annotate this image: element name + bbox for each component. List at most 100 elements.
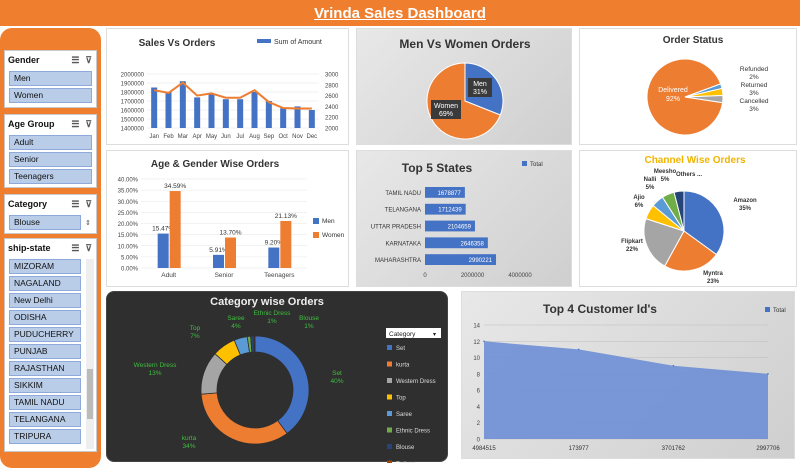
sales-bar bbox=[294, 106, 301, 128]
legend-swatch bbox=[257, 39, 271, 43]
legend-label: Western Dress bbox=[396, 379, 436, 385]
slicer-item-teenagers[interactable]: Teenagers bbox=[9, 169, 92, 184]
slicer-item-state[interactable]: SIKKIM bbox=[9, 378, 81, 393]
legend-label: Sum of Amount bbox=[274, 39, 322, 46]
slicer-item-state[interactable]: New Delhi bbox=[9, 293, 81, 308]
channel-panel: Channel Wise Orders Amazon 35% Myntra 23% Fli… bbox=[579, 150, 797, 287]
dashboard-title-bar: Vrinda Sales Dashboard bbox=[0, 0, 800, 26]
pie-slice bbox=[646, 58, 724, 136]
y-tick-label: MAHARASHTRA bbox=[375, 258, 421, 264]
y-tick-label: 5.00% bbox=[121, 255, 139, 261]
clear-filter-icon[interactable]: ⊽ bbox=[85, 54, 92, 65]
slice-value-label: 2% bbox=[749, 74, 759, 81]
slice-category-label: Nalli bbox=[644, 177, 657, 183]
slice-category-label: Cancelled bbox=[740, 98, 769, 105]
multi-select-icon[interactable]: ☰ bbox=[71, 198, 80, 209]
y-tick-label: 4 bbox=[477, 405, 481, 411]
legend-label: Bottom bbox=[396, 462, 415, 464]
legend-swatch bbox=[387, 444, 392, 449]
channel-chart: Channel Wise Orders Amazon 35% Myntra 23% Fli… bbox=[621, 155, 757, 285]
men-vs-women-panel: Men Vs Women Orders Men 31% Women 69% bbox=[356, 28, 572, 145]
multi-select-icon[interactable]: ☰ bbox=[71, 118, 80, 129]
ship-state-slicer: ship-state ☰ ⊽ MIZORAM NAGALAND New Delhi … bbox=[4, 238, 97, 452]
x-tick-label: Apr bbox=[192, 134, 201, 140]
slicer-item-state[interactable]: PUNJAB bbox=[9, 344, 81, 359]
donut-slice bbox=[254, 335, 310, 435]
x-tick-label: Nov bbox=[292, 134, 303, 140]
slice-category-label: Refunded bbox=[740, 66, 769, 73]
slicer-item-state[interactable]: RAJASTHAN bbox=[9, 361, 81, 376]
y2-tick-label: 2800 bbox=[325, 83, 339, 89]
slice-value-label: 4% bbox=[231, 323, 241, 330]
label-box bbox=[431, 100, 461, 119]
slicer-item-state[interactable]: NAGALAND bbox=[9, 276, 81, 291]
order-status-panel: Order Status Delivered 92% Refunded 2% Return… bbox=[579, 28, 797, 145]
y-tick-label: UTTAR PRADESH bbox=[371, 225, 421, 231]
slicer-item-state[interactable]: TELANGANA bbox=[9, 412, 81, 427]
slicer-item-state[interactable]: PUDUCHERRY bbox=[9, 327, 81, 342]
data-label: 9.20% bbox=[265, 240, 284, 247]
legend-label: Total bbox=[773, 308, 786, 314]
slicer-item-state[interactable]: ODISHA bbox=[9, 310, 81, 325]
y-tick-label: 25.00% bbox=[118, 211, 139, 217]
legend-label: Blouse bbox=[396, 445, 415, 451]
slicer-item-state[interactable]: TAMIL NADU bbox=[9, 395, 81, 410]
clear-filter-icon[interactable]: ⊽ bbox=[85, 118, 92, 129]
legend-label: Saree bbox=[396, 412, 413, 418]
bar bbox=[425, 254, 497, 265]
state-slicer-label: ship-state bbox=[8, 243, 51, 253]
clear-filter-icon[interactable]: ⊽ bbox=[85, 198, 92, 209]
y-tick-label: 8 bbox=[477, 372, 481, 378]
state-list: MIZORAM NAGALAND New Delhi ODISHA PUDUCH… bbox=[5, 259, 85, 444]
data-label: 15.47% bbox=[152, 226, 174, 233]
data-label: 1712439 bbox=[438, 208, 462, 214]
orders-line bbox=[153, 81, 312, 110]
slicer-item-blouse[interactable]: Blouse bbox=[9, 215, 81, 230]
slice-value-label: 34% bbox=[182, 443, 195, 450]
slice-category-label: Returned bbox=[741, 82, 768, 89]
slice-category-label: Delivered bbox=[658, 87, 688, 94]
slice-category-label: Men bbox=[473, 81, 487, 88]
y-tick-label: KARNATAKA bbox=[386, 241, 421, 247]
y-tick-label: 10 bbox=[473, 356, 480, 362]
slice-category-label: Set bbox=[332, 370, 342, 377]
slice-category-label: Ajio bbox=[633, 195, 645, 201]
slice-value-label: 40% bbox=[330, 378, 343, 385]
scrollbar-thumb[interactable] bbox=[87, 369, 93, 419]
multi-select-icon[interactable]: ☰ bbox=[71, 242, 80, 253]
slicer-item-senior[interactable]: Senior bbox=[9, 152, 92, 167]
slicer-item-state[interactable]: MIZORAM bbox=[9, 259, 81, 274]
pie-slice bbox=[643, 218, 685, 267]
sales-bar bbox=[308, 110, 315, 128]
y-tick-label: 0.00% bbox=[121, 267, 139, 273]
category-panel: Category wise Orders Set 40% kurta 34% Wester… bbox=[106, 291, 448, 468]
chart-title: Top 4 Customer Id's bbox=[543, 302, 657, 316]
slice-category-label: Western Dress bbox=[134, 362, 178, 369]
legend-label: Top bbox=[396, 396, 406, 402]
area-fill bbox=[484, 341, 768, 439]
slicer-item-adult[interactable]: Adult bbox=[9, 135, 92, 150]
x-tick-label: Jun bbox=[221, 134, 231, 140]
slicer-item-state[interactable]: TRIPURA bbox=[9, 429, 81, 444]
clear-filter-icon[interactable]: ⊽ bbox=[85, 242, 92, 253]
bar bbox=[169, 191, 181, 268]
y-tick-label: TAMIL NADU bbox=[385, 191, 421, 197]
top-states-chart: Top 5 States Total 0 2000000 4000000 1678877 T… bbox=[371, 161, 543, 279]
legend-label: Ethnic Dress bbox=[396, 429, 430, 435]
slice-value-label: 3% bbox=[749, 106, 759, 113]
slicer-item-women[interactable]: Women bbox=[9, 88, 92, 103]
scroll-arrows-icon[interactable]: ⇕ bbox=[85, 219, 91, 227]
slice-category-label: Top bbox=[190, 325, 201, 332]
state-scrollbar[interactable] bbox=[86, 259, 94, 449]
multi-select-icon[interactable]: ☰ bbox=[71, 54, 80, 65]
x-tick-label: Senior bbox=[215, 272, 235, 279]
slicer-item-men[interactable]: Men bbox=[9, 71, 92, 86]
slice-category-label: Ethnic Dress bbox=[254, 310, 292, 317]
chart-title: Channel Wise Orders bbox=[644, 155, 745, 166]
sales-bar bbox=[237, 99, 244, 128]
x-tick-label: Mar bbox=[178, 134, 188, 140]
slice-category-label: Others ... bbox=[676, 172, 702, 178]
chart-title: Category wise Orders bbox=[210, 296, 324, 308]
y-tick-label: 1700000 bbox=[121, 100, 145, 106]
data-label: 2990221 bbox=[469, 258, 493, 264]
